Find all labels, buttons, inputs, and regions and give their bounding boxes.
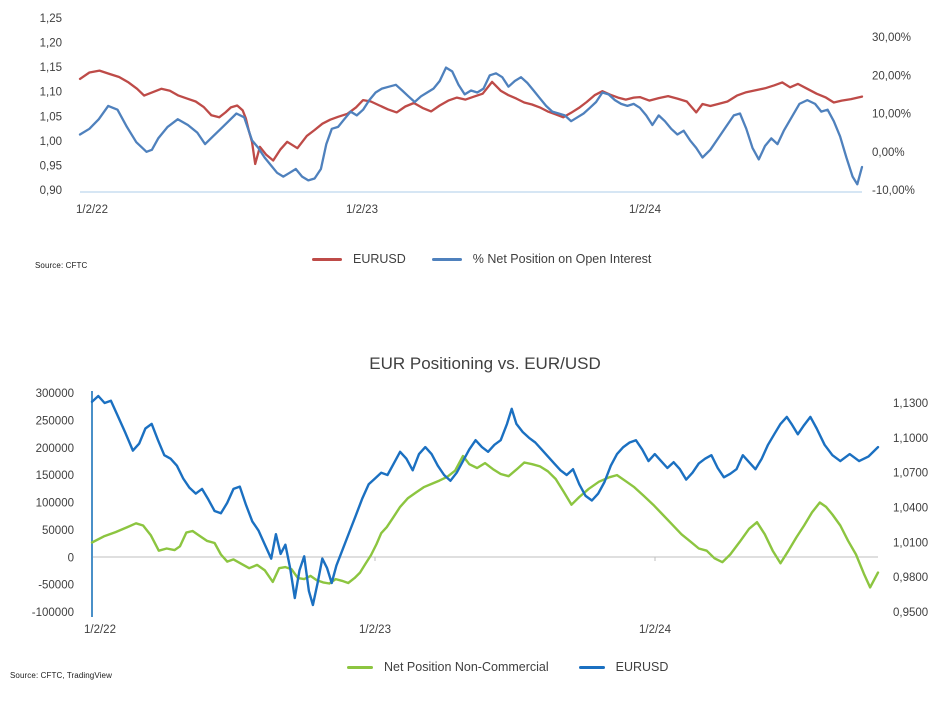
right-axis-tick-label: 20,00% — [872, 70, 911, 82]
left-axis-tick-label: 1,20 — [40, 38, 62, 50]
x-axis-tick-label: 1/2/23 — [346, 204, 378, 216]
legend-label: % Net Position on Open Interest — [472, 252, 652, 266]
eurusd-line-swatch — [312, 257, 342, 261]
net-position-line-swatch — [347, 665, 373, 669]
left-axis-tick-label: 50000 — [42, 525, 74, 537]
legend-label: EURUSD — [615, 660, 669, 674]
left-axis-tick-label: 250000 — [36, 415, 74, 427]
bottom-chart-legend: Net Position Non-Commercial EURUSD — [347, 660, 668, 674]
x-axis-tick-label: 1/2/23 — [359, 624, 391, 636]
right-axis-tick-label: 30,00% — [872, 32, 911, 44]
legend-item-eurusd-bottom: EURUSD — [578, 660, 669, 674]
right-axis-tick-label: 1,0400 — [893, 503, 928, 515]
x-axis-tick-label: 1/2/24 — [629, 204, 662, 216]
series-line-net-position-non-commercial — [90, 454, 880, 589]
legend-label: EURUSD — [353, 252, 406, 266]
legend-item-net-position: Net Position Non-Commercial — [347, 660, 549, 674]
right-axis-tick-label: 1,1300 — [893, 398, 928, 410]
left-axis-tick-label: 0,90 — [40, 185, 62, 197]
left-axis-tick-label: 1,25 — [40, 13, 62, 25]
x-axis-tick-label: 1/2/24 — [639, 624, 672, 636]
legend-label: Net Position Non-Commercial — [384, 660, 549, 674]
net-position-pct-line-swatch — [431, 257, 462, 261]
series-line-eurusd — [78, 69, 864, 166]
right-axis-tick-label: 1,0100 — [893, 537, 928, 549]
left-axis-tick-label: 1,05 — [40, 111, 62, 123]
right-axis-tick-label: 0,00% — [872, 147, 905, 159]
bottom-chart-title: EUR Positioning vs. EUR/USD — [369, 354, 601, 373]
right-axis-tick-label: 1,1000 — [893, 433, 928, 445]
x-axis-tick-label: 1/2/22 — [76, 204, 108, 216]
left-axis-tick-label: -100000 — [32, 607, 74, 619]
legend-item-net-position-pct: % Net Position on Open Interest — [431, 252, 652, 266]
left-axis-tick-label: 1,10 — [40, 87, 62, 99]
right-axis-tick-label: 1,0700 — [893, 468, 928, 480]
bottom-chart-source: Source: CFTC, TradingView — [10, 671, 112, 680]
left-axis-tick-label: 0,95 — [40, 160, 62, 172]
left-axis-tick-label: 100000 — [36, 498, 74, 510]
legend-item-eurusd: EURUSD — [312, 252, 406, 266]
x-axis-tick-label: 1/2/22 — [84, 624, 116, 636]
top-chart-source: Source: CFTC — [35, 261, 88, 270]
eurusd-bottom-line-swatch — [578, 665, 605, 669]
series-line-eurusd — [90, 394, 880, 607]
left-axis-tick-label: 150000 — [36, 470, 74, 482]
right-axis-tick-label: 0,9800 — [893, 572, 928, 584]
left-axis-tick-label: 1,15 — [40, 62, 62, 74]
series-line--net-position-on-open-interest — [78, 66, 864, 186]
right-axis-tick-label: -10,00% — [872, 185, 915, 197]
left-axis-tick-label: -50000 — [38, 580, 74, 592]
right-axis-tick-label: 0,9500 — [893, 607, 928, 619]
right-axis-tick-label: 10,00% — [872, 109, 911, 121]
left-axis-tick-label: 1,00 — [40, 136, 62, 148]
top-chart-legend: EURUSD % Net Position on Open Interest — [312, 252, 651, 266]
left-axis-tick-label: 300000 — [36, 388, 74, 400]
left-axis-tick-label: 0 — [68, 552, 74, 564]
left-axis-tick-label: 200000 — [36, 443, 74, 455]
